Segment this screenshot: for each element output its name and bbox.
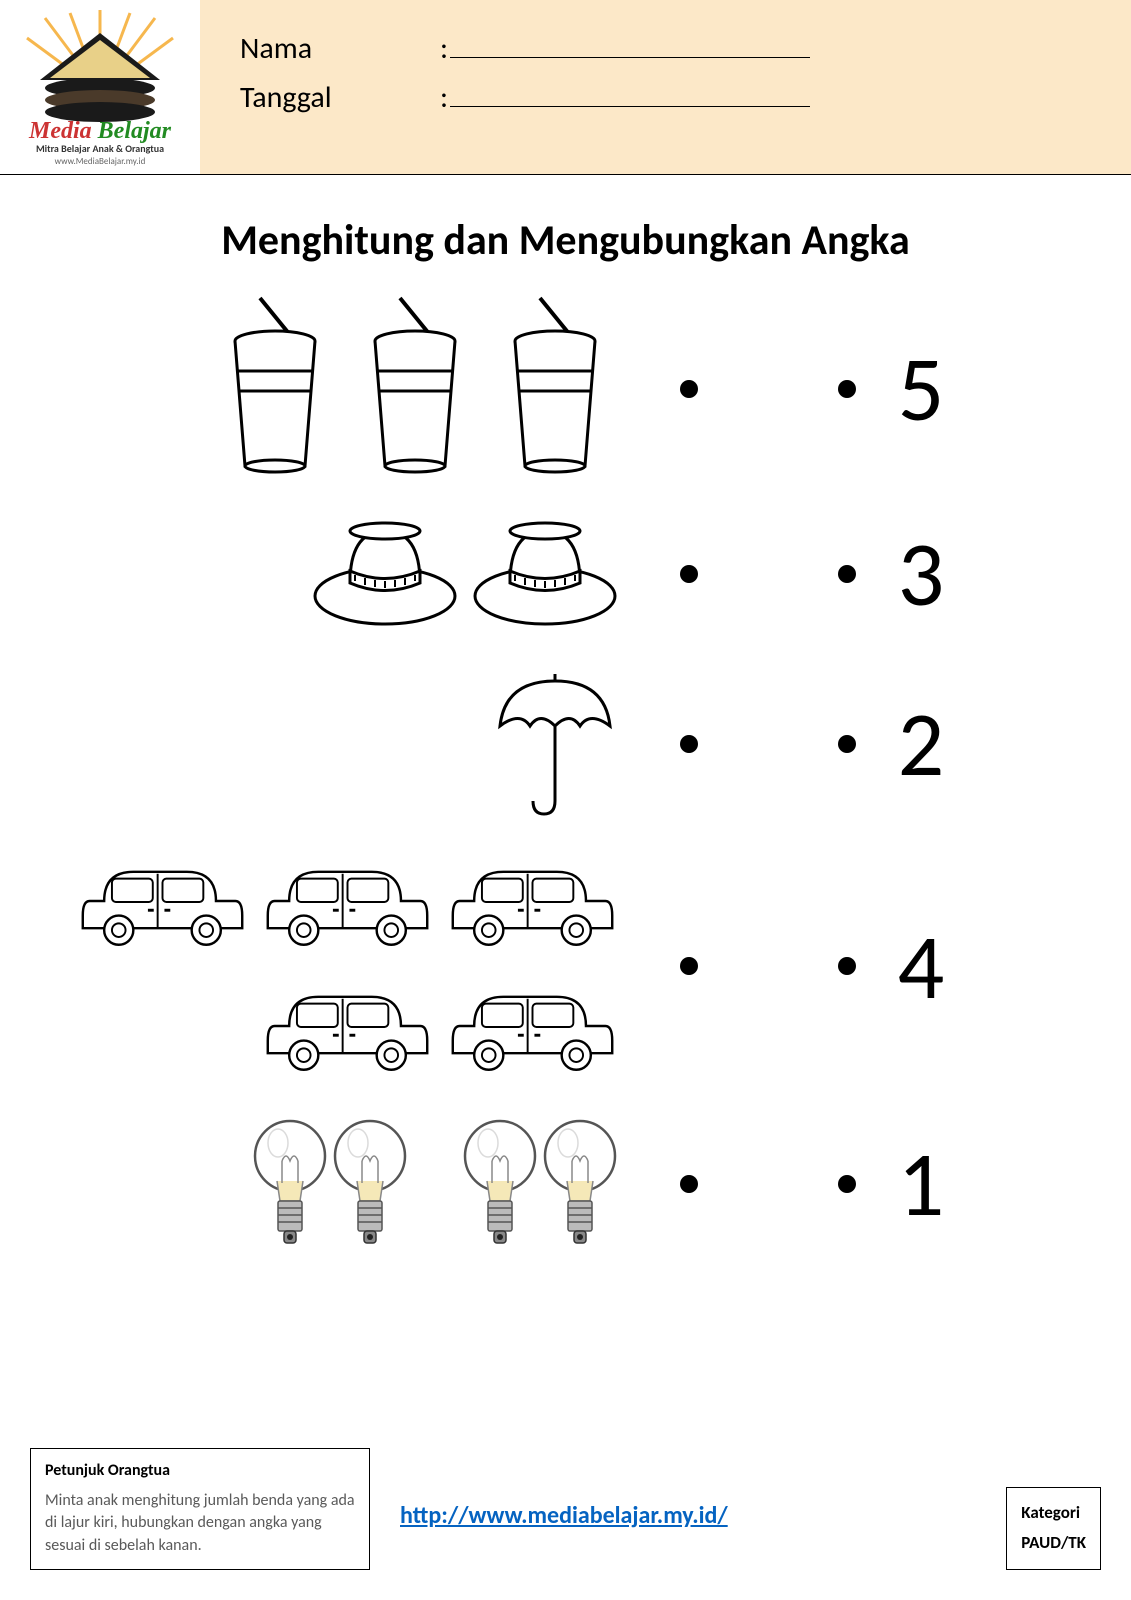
website-link[interactable]: http://www.mediabelajar.my.id/ [400,1501,976,1570]
svg-text:Mitra Belajar Anak & Orangtua: Mitra Belajar Anak & Orangtua [36,142,164,155]
cup-icon [210,296,340,481]
car-icon [75,851,250,956]
match-dot-left[interactable] [680,565,698,583]
cup-icon [350,296,480,481]
colon: : [440,79,450,116]
hat-icon [470,511,620,636]
exercise-row: 3 [60,511,1071,636]
info-box: Nama : Tanggal : [200,0,1131,174]
name-label: Nama [240,30,440,67]
match-dot-right[interactable] [838,380,856,398]
match-dot-left[interactable] [680,957,698,975]
svg-text:www.MediaBelajar.my.id: www.MediaBelajar.my.id [55,156,146,167]
match-dot-right[interactable] [838,957,856,975]
date-label: Tanggal [240,79,440,116]
exercise-row: 2 [60,666,1071,821]
match-dot-right[interactable] [838,565,856,583]
number-label: 1 [886,1127,956,1240]
svg-text:Media Belajar: Media Belajar [28,118,172,144]
car-icon [260,851,435,956]
number-label: 5 [886,332,956,445]
number-label: 2 [886,687,956,800]
page-title: Menghitung dan Mengubungkan Angka [0,215,1131,266]
exercise-row: 4 [60,851,1071,1081]
match-dot-right[interactable] [838,1175,856,1193]
name-input-line[interactable] [450,30,810,58]
car-icon [445,851,620,956]
objects-group [60,1111,620,1256]
number-label: 3 [886,517,956,630]
match-dot-left[interactable] [680,380,698,398]
cup-icon [490,296,620,481]
bulb-icon [250,1111,330,1256]
umbrella-icon [490,666,620,821]
logo-icon: Media Belajar Mitra Belajar Anak & Orang… [15,8,185,168]
car-icon [445,976,620,1081]
hat-icon [310,511,460,636]
exercise-rows: 5 3 2 4 1 [0,296,1131,1256]
footer: Petunjuk Orangtua Minta anak menghitung … [0,1448,1131,1570]
objects-group [60,296,620,481]
objects-group [60,511,620,636]
bulb-icon [540,1111,620,1256]
category-label: Kategori [1021,1498,1086,1529]
exercise-row: 1 [60,1111,1071,1256]
category-box: Kategori PAUD/TK [1006,1487,1101,1570]
header: Media Belajar Mitra Belajar Anak & Orang… [0,0,1131,175]
car-icon [260,976,435,1081]
logo-box: Media Belajar Mitra Belajar Anak & Orang… [0,0,200,175]
name-row: Nama : [240,30,1091,67]
objects-group [60,851,620,1081]
number-label: 4 [886,910,956,1023]
bulb-icon [330,1111,410,1256]
colon: : [440,30,450,67]
match-dot-left[interactable] [680,1175,698,1193]
exercise-row: 5 [60,296,1071,481]
match-dot-right[interactable] [838,735,856,753]
category-value: PAUD/TK [1021,1528,1086,1559]
bulb-icon [460,1111,540,1256]
instructions-title: Petunjuk Orangtua [45,1461,355,1480]
instructions-box: Petunjuk Orangtua Minta anak menghitung … [30,1448,370,1570]
instructions-text: Minta anak menghitung jumlah benda yang … [45,1490,355,1557]
date-input-line[interactable] [450,79,810,107]
match-dot-left[interactable] [680,735,698,753]
objects-group [60,666,620,821]
date-row: Tanggal : [240,79,1091,116]
